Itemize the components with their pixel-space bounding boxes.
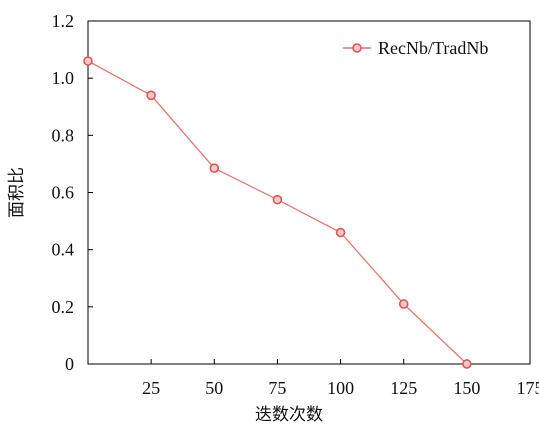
x-tick-label: 125 [390,378,417,398]
data-point [272,194,283,205]
x-tick-label: 50 [205,378,223,398]
y-tick-label: 0.2 [52,297,75,317]
legend: RecNb/TradNb [343,38,488,58]
data-point [462,359,472,369]
x-tick-label: 25 [142,378,160,398]
y-tick-label: 1.0 [52,68,75,88]
legend-label: RecNb/TradNb [378,38,488,58]
legend-marker [352,43,362,53]
x-tick-label: 175 [517,378,539,398]
y-tick-label: 0.6 [52,183,75,203]
series-layer [83,56,472,369]
y-tick-label: 0.8 [52,125,75,145]
data-point [146,90,156,101]
x-tick-label: 100 [327,378,354,398]
ticks: 0 0.2 0.4 0.6 0.8 1.0 1.2 25 50 75 100 125 150 175 [52,11,539,398]
data-point [83,56,93,66]
y-axis-title: 面积比 [7,167,27,218]
data-point [398,299,409,309]
data-point [209,163,220,174]
y-tick-label: 1.2 [52,11,75,31]
x-axis-title: 迭数次数 [255,405,323,424]
data-point [335,227,346,238]
x-tick-label: 75 [268,378,286,398]
series-line [87,60,468,365]
axes [87,20,531,365]
y-tick-label: 0 [65,354,74,374]
y-tick-label: 0.4 [52,240,75,260]
plot-frame [87,20,531,365]
x-tick-label: 150 [453,378,480,398]
